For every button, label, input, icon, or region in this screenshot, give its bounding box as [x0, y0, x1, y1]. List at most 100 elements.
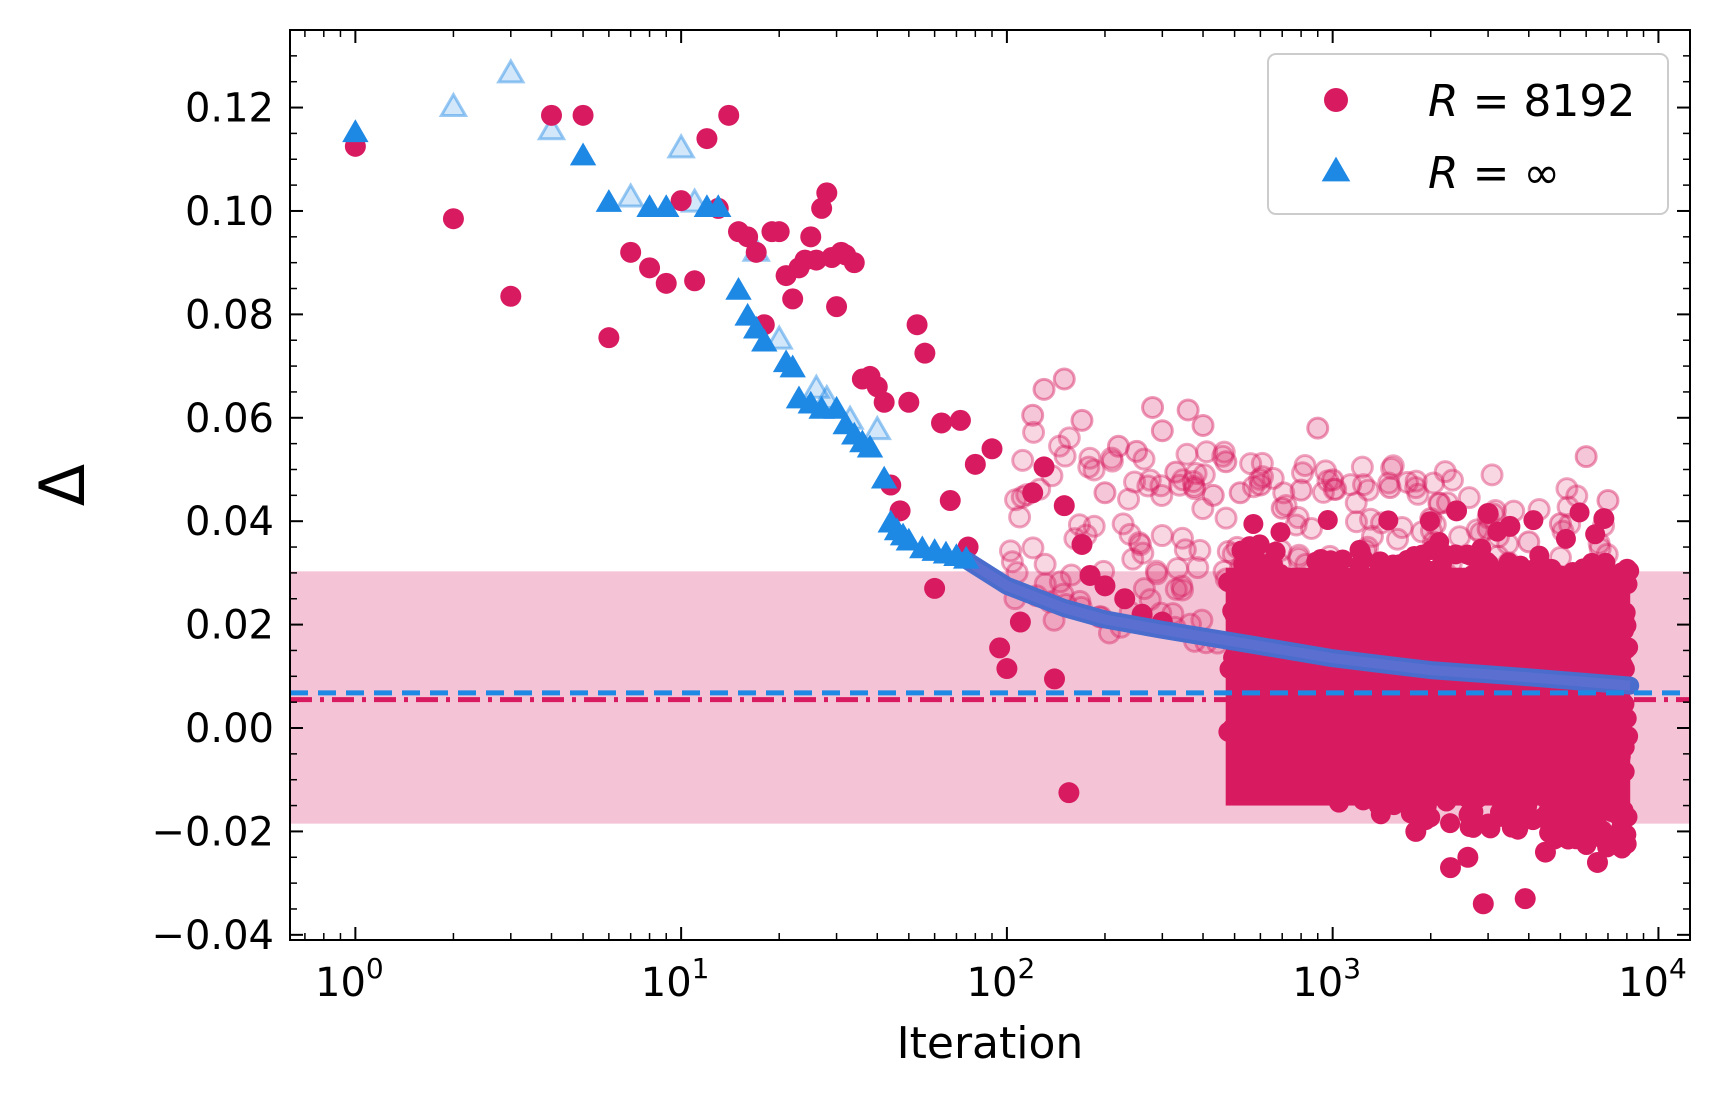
y-tick-label: 0.04	[185, 499, 274, 545]
data-point	[816, 182, 838, 204]
data-point	[1022, 482, 1044, 504]
data-point-faded	[1201, 483, 1225, 507]
data-point-faded	[1381, 454, 1405, 478]
y-tick-label: 0.12	[185, 86, 274, 132]
data-point	[655, 272, 677, 294]
data-point-faded	[1082, 514, 1106, 538]
data-point	[1361, 778, 1382, 799]
data-point	[1614, 761, 1635, 782]
y-tick-label: 0.06	[185, 396, 274, 442]
data-point	[1270, 522, 1291, 543]
data-point	[1525, 648, 1546, 669]
data-point-faded	[1250, 465, 1274, 489]
data-point-faded	[1261, 466, 1285, 490]
data-point	[805, 249, 827, 271]
data-point-faded	[1457, 486, 1481, 510]
data-point	[1545, 767, 1566, 788]
data-point-faded	[1181, 469, 1205, 493]
data-point	[1300, 707, 1321, 728]
data-point-faded	[1192, 463, 1216, 487]
data-point-faded	[1048, 570, 1072, 594]
data-point	[964, 453, 986, 475]
data-point	[1457, 846, 1479, 868]
data-point-faded	[1138, 468, 1162, 492]
data-point-faded	[1150, 483, 1174, 507]
data-point	[1613, 800, 1634, 821]
data-point-faded	[1182, 475, 1206, 499]
data-point-faded	[1214, 506, 1238, 530]
data-point-faded	[1164, 460, 1188, 484]
data-point	[1440, 813, 1461, 834]
data-point-faded	[1517, 530, 1541, 554]
data-point	[1314, 739, 1335, 760]
data-point	[1094, 575, 1116, 597]
y-axis-label: Δ	[26, 464, 99, 506]
data-point-faded	[1404, 476, 1428, 500]
data-point	[1475, 643, 1496, 664]
data-point	[1222, 718, 1243, 739]
data-point	[952, 545, 980, 569]
data-point-faded	[1100, 446, 1124, 470]
data-point-faded	[1321, 468, 1345, 492]
data-point	[1071, 533, 1093, 555]
x-axis-label: Iteration	[897, 1018, 1084, 1069]
data-point	[1359, 760, 1380, 781]
axis-labels: Iteration Δ	[26, 464, 1083, 1069]
data-point	[1477, 502, 1499, 524]
data-point	[1483, 726, 1504, 747]
data-point-faded	[1377, 471, 1401, 495]
data-point	[1399, 572, 1420, 593]
legend-box	[1267, 53, 1669, 215]
data-point	[1474, 771, 1495, 792]
data-point	[1280, 723, 1301, 744]
data-point-faded	[1033, 552, 1057, 576]
data-point-faded	[1021, 403, 1045, 427]
data-point	[1481, 569, 1502, 590]
data-point-faded	[1306, 416, 1330, 440]
data-point	[1267, 765, 1288, 786]
data-point-faded	[1272, 481, 1296, 505]
data-point-faded	[1324, 477, 1348, 501]
data-point	[1568, 608, 1589, 629]
data-point-faded	[1008, 505, 1032, 529]
data-point-faded	[1022, 420, 1046, 444]
data-point	[823, 395, 850, 419]
data-point	[1218, 572, 1239, 593]
data-point	[1470, 710, 1491, 731]
data-point-faded	[1274, 494, 1298, 518]
data-point-faded	[1406, 482, 1430, 506]
data-point-faded	[1360, 524, 1384, 548]
data-point	[1609, 582, 1630, 603]
data-point	[779, 354, 806, 378]
data-point	[1317, 564, 1338, 585]
data-point	[1458, 634, 1479, 655]
legend-label: R = 8192	[1428, 76, 1635, 127]
data-point	[1371, 680, 1392, 701]
x-tick-label: 104	[1618, 952, 1687, 1006]
data-point	[745, 241, 767, 263]
data-point-faded	[1380, 456, 1404, 480]
data-point-faded	[862, 414, 892, 441]
data-point	[1375, 755, 1396, 776]
data-point	[931, 412, 953, 434]
data-point	[442, 208, 464, 230]
series-rinf-curve	[957, 551, 1640, 695]
data-point-faded	[1032, 377, 1056, 401]
data-point-faded	[1184, 461, 1208, 485]
data-point	[1522, 810, 1543, 831]
data-point	[1368, 795, 1389, 816]
data-point	[1346, 567, 1367, 588]
data-point-faded	[1596, 489, 1620, 513]
data-point	[1514, 888, 1536, 910]
data-point	[914, 342, 936, 364]
data-point-faded	[1386, 527, 1410, 551]
data-point	[1378, 510, 1399, 531]
data-point-faded	[1448, 525, 1472, 549]
data-point-faded	[1212, 440, 1236, 464]
legend-marker-circle	[1324, 88, 1348, 112]
data-point	[981, 438, 1003, 460]
data-point	[1431, 744, 1452, 765]
data-point	[1349, 539, 1370, 560]
data-point	[1538, 711, 1559, 732]
data-point-faded	[1171, 468, 1195, 492]
